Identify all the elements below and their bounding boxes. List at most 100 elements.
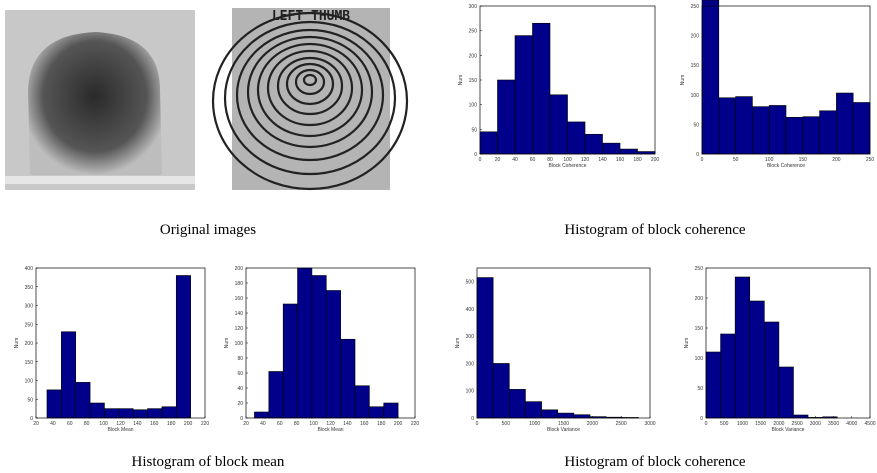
y-tick-label: 250 (469, 29, 478, 35)
bar (118, 408, 134, 419)
y-tick-label: 0 (471, 416, 474, 422)
bar (793, 414, 809, 419)
bar (175, 275, 191, 419)
x-tick-label: 200 (184, 421, 193, 427)
y-tick-label: 200 (25, 341, 34, 347)
x-tick-label: 160 (616, 157, 625, 163)
y-tick-label: 250 (695, 266, 704, 272)
bar (836, 92, 854, 155)
y-tick-label: 200 (695, 296, 704, 302)
y-tick-label: 200 (466, 361, 475, 367)
y-tick-label: 100 (691, 93, 700, 99)
y-tick-label: 100 (466, 389, 475, 395)
x-tick-label: 0 (479, 157, 482, 163)
bar (852, 102, 871, 155)
y-tick-label: 0 (700, 416, 703, 422)
x-tick-label: 2500 (792, 421, 803, 427)
y-tick-label: 0 (474, 152, 477, 158)
x-tick-label: 50 (733, 157, 739, 163)
bar (147, 408, 163, 419)
y-tick-label: 150 (695, 326, 704, 332)
x-tick-label: 250 (866, 157, 875, 163)
bar (479, 131, 498, 155)
x-tick-label: 3500 (828, 421, 839, 427)
x-tick-label: 3000 (644, 421, 655, 427)
caption: Histogram of block coherence (564, 454, 746, 470)
caption: Histogram of block mean (132, 454, 285, 470)
x-tick-label: 60 (67, 421, 73, 427)
plot-frame (705, 267, 871, 419)
x-tick-label: 4000 (846, 421, 857, 427)
bar (752, 106, 770, 155)
caption: Original images (160, 222, 256, 238)
x-tick-label: 0 (705, 421, 708, 427)
y-tick-label: 150 (691, 63, 700, 69)
x-tick-label: 60 (277, 421, 283, 427)
y-tick-label: 0 (696, 152, 699, 158)
x-tick-label: 140 (133, 421, 142, 427)
y-axis-label: Num (455, 338, 461, 349)
x-tick-label: 40 (512, 157, 518, 163)
bar (541, 409, 559, 419)
x-axis-label: Block Mean (107, 427, 133, 433)
x-tick-label: 220 (201, 421, 210, 427)
y-tick-label: 100 (469, 103, 478, 109)
x-tick-label: 120 (581, 157, 590, 163)
x-tick-label: 0 (476, 421, 479, 427)
bar (584, 133, 603, 155)
y-tick-label: 100 (25, 379, 34, 385)
x-tick-label: 160 (150, 421, 159, 427)
y-tick-label: 80 (237, 356, 243, 362)
x-tick-label: 3000 (810, 421, 821, 427)
bar (325, 290, 341, 419)
y-tick-label: 250 (691, 4, 700, 10)
bar (61, 331, 77, 419)
y-tick-label: 200 (235, 266, 244, 272)
x-tick-label: 200 (651, 157, 660, 163)
y-tick-label: 180 (235, 281, 244, 287)
y-tick-label: 160 (235, 296, 244, 302)
y-tick-label: 100 (235, 341, 244, 347)
bar (785, 116, 804, 155)
x-tick-label: 80 (547, 157, 553, 163)
bar (735, 96, 753, 155)
bar (268, 371, 284, 419)
bar (46, 389, 62, 419)
x-tick-label: 1000 (529, 421, 540, 427)
bar (819, 110, 837, 155)
x-tick-label: 20 (495, 157, 501, 163)
bar (602, 142, 621, 155)
bar (718, 97, 736, 155)
y-tick-label: 150 (25, 360, 34, 366)
x-tick-label: 20 (33, 421, 39, 427)
bar (720, 333, 736, 419)
x-tick-label: 2000 (773, 421, 784, 427)
y-axis-label: Num (684, 338, 690, 349)
bar (132, 409, 148, 419)
y-axis-label: Num (458, 75, 464, 86)
bar (508, 389, 526, 419)
x-tick-label: 220 (411, 421, 420, 427)
bar (749, 300, 765, 419)
x-tick-label: 140 (598, 157, 607, 163)
bar (354, 385, 370, 419)
bar (549, 94, 568, 155)
x-tick-label: 180 (633, 157, 642, 163)
x-tick-label: 500 (502, 421, 511, 427)
y-tick-label: 0 (240, 416, 243, 422)
y-tick-label: 100 (695, 356, 704, 362)
x-axis-label: Block Mean (317, 427, 343, 433)
original-image-1 (5, 10, 195, 190)
y-tick-label: 120 (235, 326, 244, 332)
x-tick-label: 1500 (755, 421, 766, 427)
x-tick-label: 120 (326, 421, 335, 427)
x-axis-label: Block Variance (772, 427, 805, 433)
x-tick-label: 40 (260, 421, 266, 427)
y-tick-label: 300 (469, 4, 478, 10)
bar (297, 267, 313, 419)
y-tick-label: 20 (237, 401, 243, 407)
x-tick-label: 200 (394, 421, 403, 427)
y-tick-label: 500 (466, 280, 475, 286)
y-tick-label: 400 (466, 307, 475, 313)
x-axis-label: Block Coherence (767, 163, 805, 169)
